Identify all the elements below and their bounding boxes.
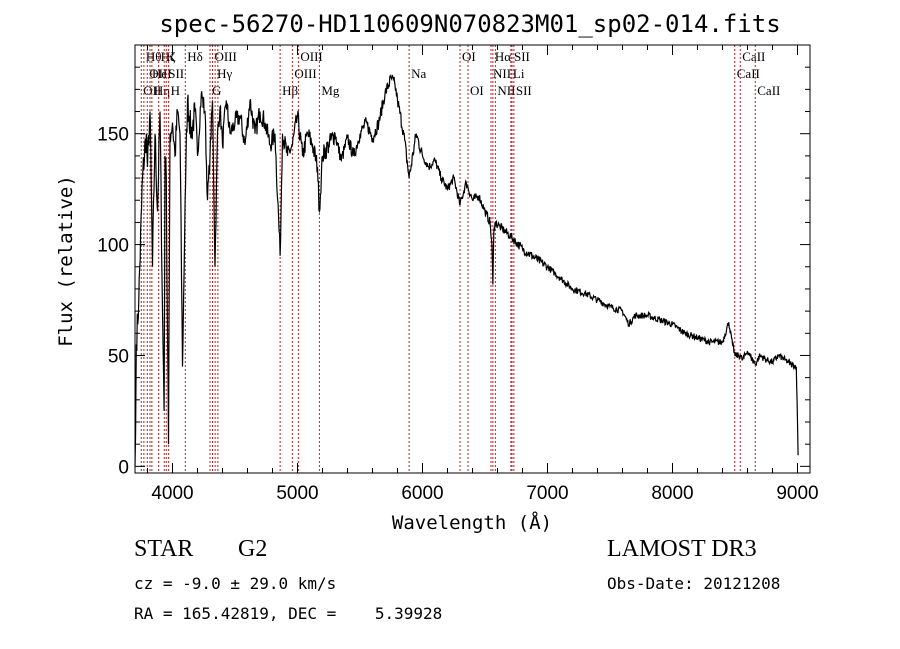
chart-title: spec-56270-HD110609N070823M01_sp02-014.f…	[159, 10, 780, 38]
spectrum-line-group	[134, 74, 799, 467]
line-marker-label-4: Hη	[154, 83, 170, 98]
line-marker-label-12: Hγ	[217, 66, 232, 81]
redshift-text: cz = -9.0 ± 29.0 km/s	[134, 574, 337, 593]
axes: 4000 5000 6000 7000 8000 9000 0 50 100 150	[97, 44, 819, 504]
x-tick-label: 7000	[526, 483, 568, 504]
line-marker-label-27: CaII	[737, 66, 760, 81]
x-tick-label: 6000	[401, 483, 443, 504]
survey-name: LAMOST DR3	[607, 536, 757, 562]
spectrum-line	[134, 74, 799, 467]
y-tick-label: 50	[108, 346, 129, 367]
x-tick-label: 4000	[151, 483, 193, 504]
line-marker-label-25: SII	[514, 49, 530, 64]
y-tick-label: 100	[97, 236, 129, 257]
line-marker-label-10: G	[212, 83, 221, 98]
line-marker-label-18: Na	[411, 66, 426, 81]
line-marker-label-6: K	[166, 49, 176, 64]
coordinates: RA = 165.42819, DEC = 5.39928	[134, 604, 443, 623]
y-tick-label: 150	[97, 125, 129, 146]
subclass: G2	[238, 536, 268, 562]
line-marker-label-14: Hβ	[282, 83, 298, 98]
line-marker-label-11: OIII	[215, 49, 237, 64]
line-marker-label-1: Hθ	[146, 49, 162, 64]
line-marker-label-24: Li	[513, 66, 525, 81]
line-marker-label-17: Mg	[321, 83, 340, 98]
line-marker-label-20: OI	[470, 83, 484, 98]
spectral-line-markers: OIIHθOIIHeIHηHζKSIIHHδGOIIIHγHβOIIIOIIIM…	[140, 45, 780, 473]
plot-frame	[134, 44, 811, 474]
line-marker-label-15: OIII	[294, 66, 316, 81]
x-tick-label: 8000	[651, 483, 693, 504]
line-marker-label-19: OI	[462, 49, 476, 64]
obs-date: Obs-Date: 20121208	[607, 574, 781, 593]
line-marker-label-26: SII	[516, 83, 532, 98]
line-marker-label-21: NII	[493, 66, 511, 81]
line-marker-label-7: SII	[168, 66, 184, 81]
line-marker-label-29: CaII	[757, 83, 780, 98]
line-marker-label-9: Hδ	[187, 49, 203, 64]
y-axis-label: Flux (relative)	[55, 175, 77, 347]
line-marker-label-28: CaII	[742, 49, 765, 64]
line-marker-label-16: OIII	[300, 49, 322, 64]
y-tick-label: 0	[118, 457, 129, 478]
x-axis-label: Wavelength (Å)	[392, 511, 552, 534]
object-class: STAR	[134, 536, 194, 562]
line-marker-label-23: NII	[497, 83, 515, 98]
x-tick-label: 5000	[276, 483, 318, 504]
line-marker-label-8: H	[171, 83, 180, 98]
x-tick-label: 9000	[776, 483, 818, 504]
line-marker-label-22: Hα	[495, 49, 511, 64]
